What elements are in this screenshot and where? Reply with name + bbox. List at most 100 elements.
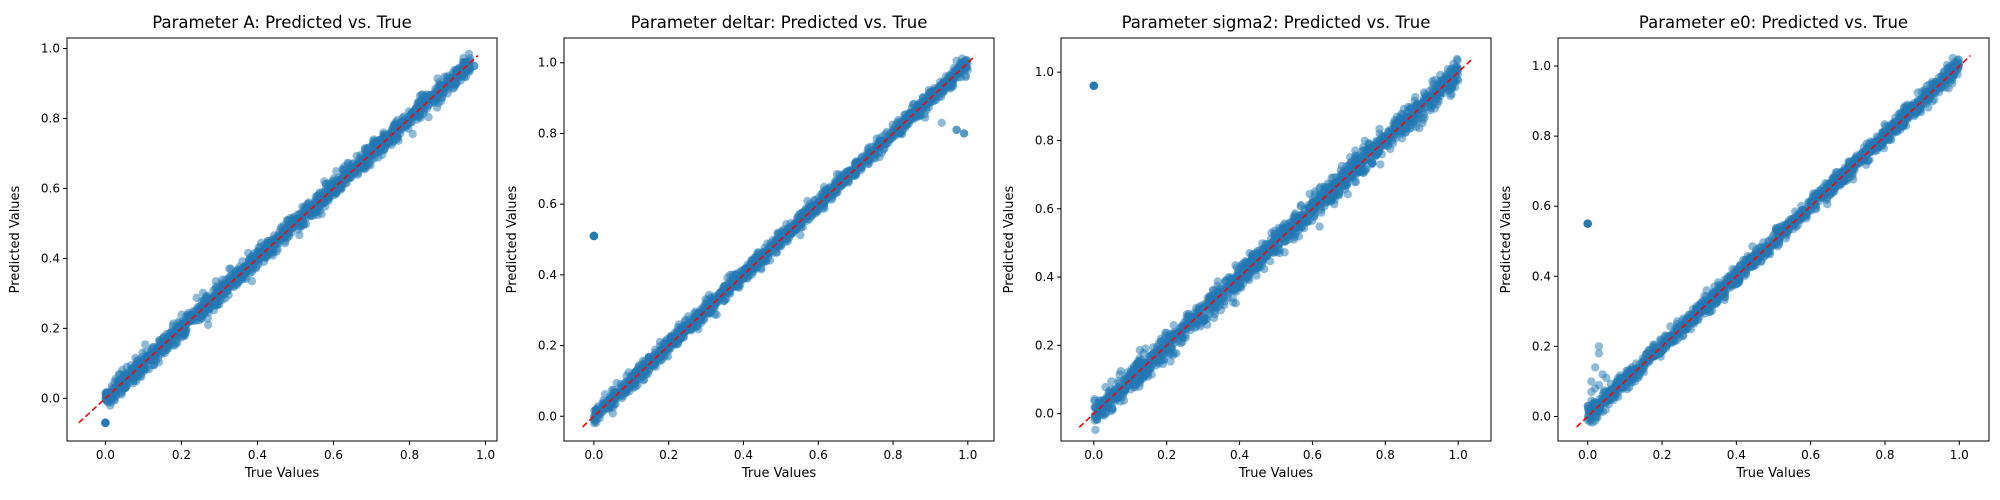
- data-point: [417, 95, 426, 104]
- identity-line: [582, 55, 976, 428]
- data-point: [162, 345, 171, 355]
- data-point: [947, 81, 957, 90]
- data-point: [1304, 210, 1313, 219]
- data-point: [159, 332, 168, 341]
- data-point: [1290, 210, 1300, 220]
- y-tick-label: 0.0: [538, 409, 557, 423]
- data-point: [683, 325, 692, 334]
- data-point: [692, 310, 701, 320]
- data-point: [1247, 255, 1256, 264]
- outlier-point: [1089, 81, 1099, 91]
- data-point: [589, 414, 599, 423]
- scatter-points: [101, 49, 479, 427]
- data-point: [214, 300, 224, 309]
- x-tick-label: 1.0: [958, 448, 977, 462]
- data-point: [1091, 403, 1100, 413]
- data-point: [782, 234, 791, 244]
- data-point: [1403, 113, 1412, 122]
- data-point: [1135, 346, 1145, 355]
- data-point: [320, 177, 329, 186]
- data-point: [166, 328, 175, 338]
- outlier-point: [470, 61, 479, 71]
- data-point: [1166, 357, 1175, 366]
- data-point: [126, 361, 135, 370]
- y-tick-label: 0.6: [1035, 202, 1054, 216]
- x-tick-label: 0.4: [1230, 448, 1249, 462]
- data-point: [1244, 270, 1253, 279]
- data-point: [234, 278, 243, 287]
- data-point: [1265, 257, 1275, 266]
- data-point: [1271, 233, 1280, 243]
- data-point: [405, 112, 414, 121]
- data-point: [1446, 66, 1455, 75]
- data-point: [142, 351, 152, 360]
- axes-frame: [1060, 37, 1492, 442]
- data-point: [1375, 124, 1384, 134]
- x-tick-label: 0.6: [1303, 448, 1322, 462]
- y-tick-label: 0.2: [41, 321, 60, 335]
- data-point: [1154, 359, 1164, 368]
- y-axis-label: Predicted Values: [505, 185, 520, 293]
- data-point: [1203, 320, 1212, 329]
- x-tick-label: 0.8: [400, 448, 419, 462]
- data-point: [1214, 296, 1223, 305]
- data-point: [360, 165, 369, 174]
- data-point: [1446, 91, 1455, 101]
- data-point: [939, 79, 948, 89]
- data-point: [1228, 293, 1237, 303]
- x-tick-label: 0.0: [584, 448, 603, 462]
- data-point: [1362, 164, 1371, 174]
- x-tick-label: 0.0: [96, 448, 115, 462]
- y-tick-label: 1.0: [538, 56, 557, 70]
- data-point: [658, 344, 667, 353]
- data-point: [122, 376, 132, 386]
- data-point: [1390, 121, 1399, 130]
- data-point: [1135, 365, 1144, 374]
- data-point: [1116, 389, 1126, 398]
- outlier-point: [959, 129, 969, 138]
- data-point: [645, 364, 654, 374]
- data-point: [712, 310, 721, 319]
- data-point: [604, 404, 613, 414]
- data-point: [1110, 395, 1120, 404]
- data-point: [772, 248, 781, 257]
- data-point: [1427, 101, 1437, 110]
- y-tick-label: 0.8: [1035, 133, 1054, 147]
- data-point: [1408, 120, 1418, 129]
- data-point: [334, 173, 343, 183]
- y-tick-label: 0.4: [41, 251, 60, 265]
- data-point: [1090, 396, 1099, 406]
- x-tick-label: 1.0: [476, 448, 495, 462]
- data-point: [1368, 159, 1377, 168]
- data-point: [270, 234, 279, 243]
- data-point: [962, 57, 972, 66]
- scatter-points: [1583, 53, 1964, 427]
- data-point: [1233, 268, 1243, 277]
- data-point: [963, 65, 972, 75]
- data-point: [1305, 189, 1314, 199]
- data-point: [121, 369, 130, 378]
- data-point: [1091, 425, 1100, 435]
- x-tick-label: 0.2: [1157, 448, 1176, 462]
- x-tick-label: 0.4: [248, 448, 267, 462]
- x-tick-label: 0.0: [1084, 448, 1103, 462]
- data-point: [805, 205, 815, 215]
- scatter-points: [589, 54, 972, 428]
- data-point: [212, 293, 222, 302]
- data-point: [894, 128, 904, 137]
- data-point: [631, 382, 640, 391]
- data-point: [1354, 167, 1364, 177]
- data-point: [1133, 376, 1142, 385]
- data-point: [699, 315, 708, 325]
- data-point: [353, 169, 363, 178]
- y-tick-label: 0.8: [538, 126, 557, 140]
- chart-title: Parameter e0: Predicted vs. True: [1639, 13, 1908, 32]
- data-point: [1403, 106, 1413, 115]
- data-point: [267, 242, 277, 251]
- y-tick-label: 0.4: [538, 268, 557, 282]
- data-point: [369, 136, 378, 146]
- data-point: [1396, 114, 1405, 123]
